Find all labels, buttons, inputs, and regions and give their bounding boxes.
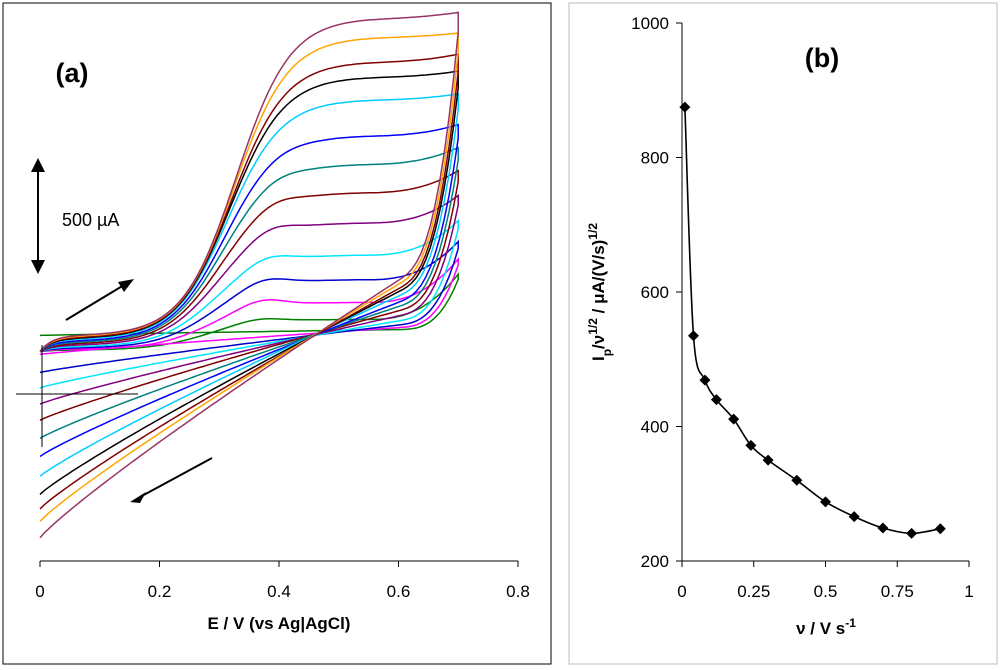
b-x-axis-title-sup: -1 [845,616,856,630]
b-data-point [820,496,831,508]
b-x-tick-label: 0.5 [814,582,838,601]
panel-b-frame [568,2,998,665]
cv-curve-v4 [39,218,459,389]
cv-curve-v7 [39,146,459,440]
b-data-point [848,511,860,523]
a-x-tick-label: 0.6 [387,582,411,601]
a-x-ticks: 0 0.2 0.4 0.6 0.8 [35,561,530,601]
b-data-point [762,454,774,466]
panel-a-label: (a) [56,58,89,88]
b-y-axis-title: Ip/ν1/2 / μA/(V/s)1/2 [586,223,614,361]
current-scale-bar [31,158,45,274]
a-x-tick-label: 0.4 [267,582,291,601]
b-x-tick-label: 0.75 [881,582,914,601]
a-x-tick-label: 0.2 [148,582,172,601]
b-y-tick-label: 1000 [631,14,669,33]
b-data-point [679,101,691,113]
b-data-point [906,527,918,539]
reverse-scan-arrow [130,457,213,503]
b-data-point [745,439,757,451]
cv-curve-v8 [39,123,459,458]
b-data-point [728,413,740,425]
panel-b: 200 400 600 800 1000 0 0.25 0.5 0.75 1 (b) ν / V… [586,14,974,638]
panel-a-frame [2,2,552,665]
scale-bar-label: 500 µA [62,210,119,230]
b-data-point [791,474,803,486]
a-x-tick-label: 0 [35,582,44,601]
cv-curve-v13 [39,11,459,539]
b-y-ticks: 200 400 600 800 1000 [631,14,682,571]
cv-curve-v2 [39,256,459,356]
b-data-point [934,523,946,535]
a-x-tick-label: 0.8 [506,582,530,601]
panel-a: 0 0.2 0.4 0.6 0.8 E / V (vs Ag|AgCl) (a) 500… [16,11,530,633]
b-data-point [699,374,711,386]
cv-curve-v5 [39,194,459,405]
b-x-ticks: 0 0.25 0.5 0.75 1 [677,561,974,601]
b-x-tick-label: 0.25 [737,582,770,601]
b-x-tick-label: 0 [677,582,686,601]
b-x-axis-title-main: ν / V s [796,619,845,638]
cv-curves [39,11,459,539]
b-x-tick-label: 1 [964,582,973,601]
b-y-tick-label: 600 [641,283,669,302]
b-data-points [679,101,946,539]
forward-scan-arrow [65,279,134,321]
b-y-tick-label: 800 [641,149,669,168]
b-data-point [710,394,722,406]
a-x-axis-title: E / V (vs Ag|AgCl) [208,614,351,633]
b-y-tick-label: 200 [641,552,669,571]
cv-curve-v9 [39,93,459,477]
b-x-axis-title: ν / V s-1 [796,616,856,638]
b-y-tick-label: 400 [641,418,669,437]
b-data-point [877,522,889,534]
cv-curve-v1 [39,272,459,353]
cv-curve-v6 [39,169,459,421]
panel-b-label: (b) [805,43,839,73]
b-data-point [687,330,699,342]
cv-curve-v3 [39,239,459,374]
